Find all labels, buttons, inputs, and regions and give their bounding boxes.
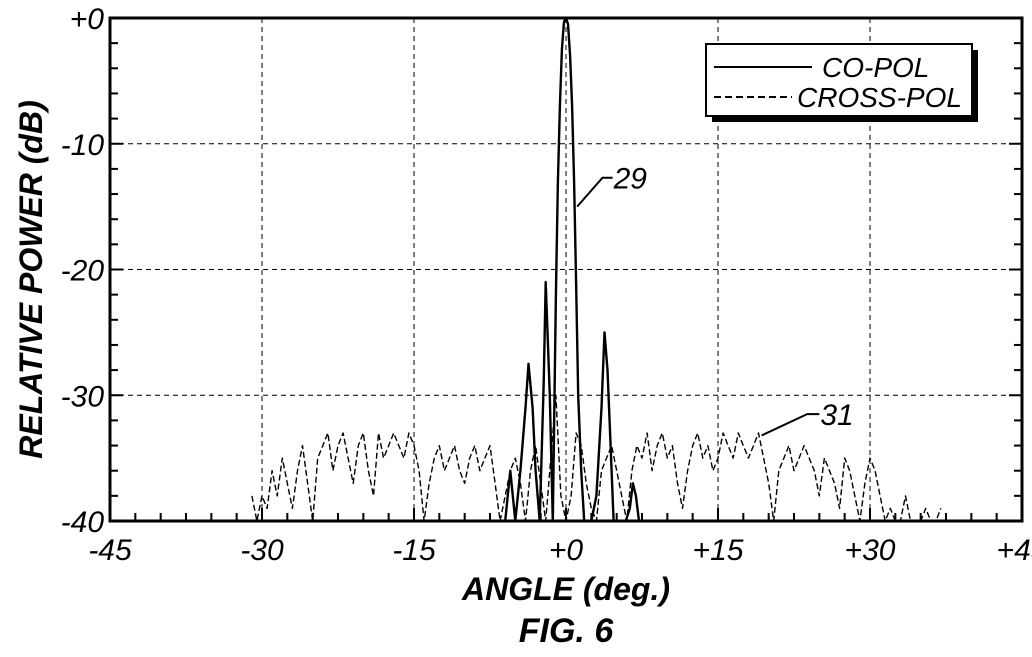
x-tick-label: -15 bbox=[392, 534, 436, 567]
x-tick-label: +45 bbox=[997, 534, 1032, 567]
y-tick-labels: +0 -10 -20 -30 -40 bbox=[61, 3, 105, 539]
x-tick-labels: -45 -30 -15 +0 +15 +30 +45 bbox=[88, 534, 1032, 567]
legend-label-cross-pol: CROSS-POL bbox=[797, 82, 962, 113]
x-tick-label: -30 bbox=[240, 534, 284, 567]
annotation-leader-29 bbox=[576, 176, 613, 208]
x-tick-label: -45 bbox=[88, 534, 132, 567]
legend: CO-POL CROSS-POL bbox=[705, 43, 978, 122]
annotations: 29 31 bbox=[576, 163, 854, 437]
y-tick-label: -40 bbox=[61, 506, 105, 539]
x-axis-title: ANGLE (deg.) bbox=[461, 571, 670, 607]
annotation-label-29: 29 bbox=[613, 163, 648, 196]
series-line-co-pol bbox=[504, 16, 642, 523]
x-tick-label: +15 bbox=[693, 534, 744, 567]
x-tick-label: +0 bbox=[549, 534, 584, 567]
y-tick-label: -30 bbox=[61, 380, 105, 413]
legend-box bbox=[705, 43, 973, 117]
legend-label-co-pol: CO-POL bbox=[822, 52, 929, 83]
y-tick-label: -10 bbox=[61, 129, 105, 162]
x-tick-label: +30 bbox=[845, 534, 896, 567]
annotation-label-31: 31 bbox=[820, 399, 853, 432]
y-tick-label: +0 bbox=[70, 3, 105, 36]
y-tick-label: -20 bbox=[61, 255, 105, 288]
series-layer bbox=[251, 16, 942, 523]
y-axis-title: RELATIVE POWER (dB) bbox=[13, 100, 49, 459]
figure-label: FIG. 6 bbox=[519, 612, 615, 650]
series-line-cross-pol bbox=[251, 394, 942, 522]
annotation-leader-31 bbox=[761, 413, 820, 437]
